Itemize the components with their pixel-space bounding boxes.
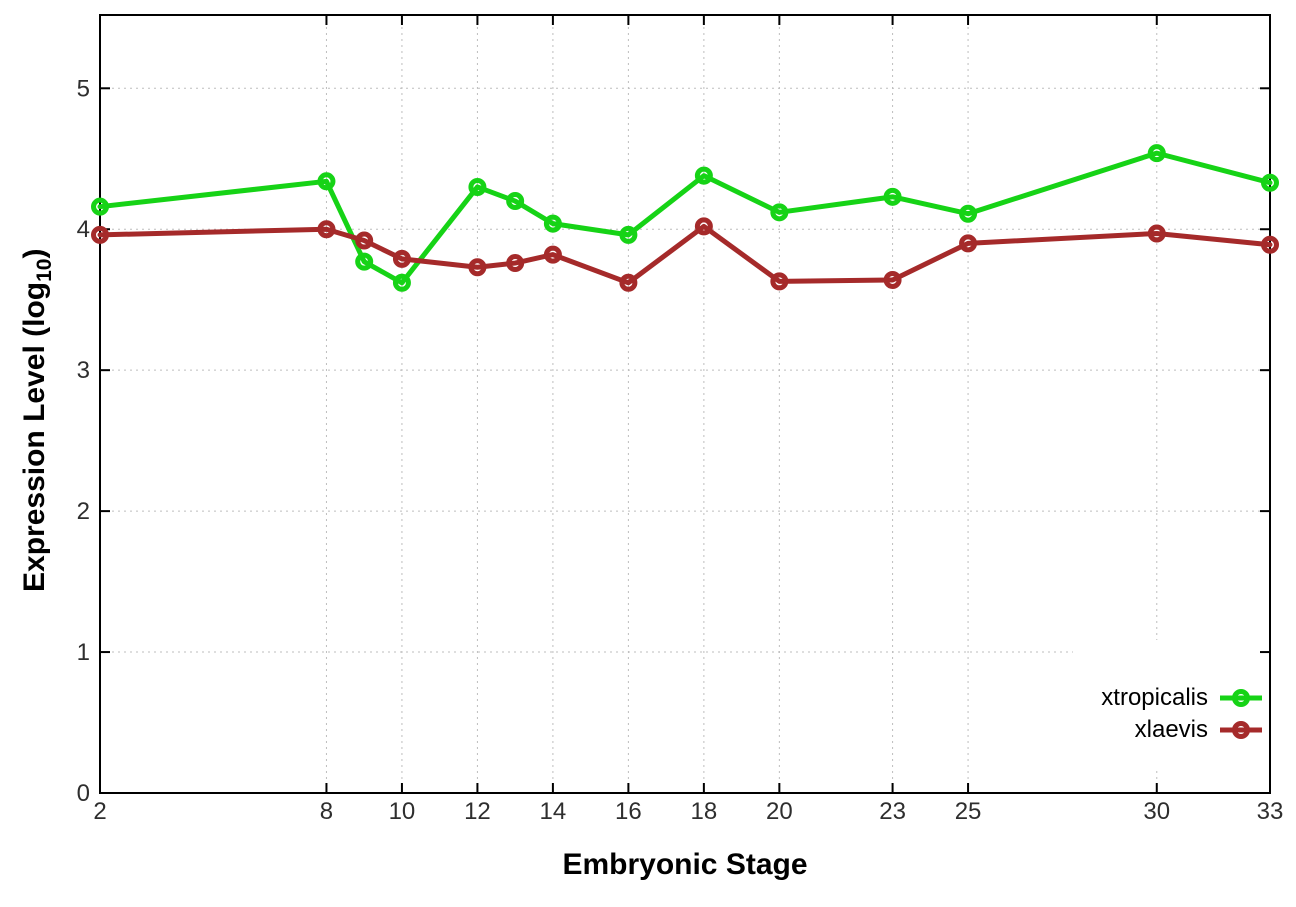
- x-axis-title: Embryonic Stage: [562, 848, 808, 881]
- legend-label-xtropicalis: xtropicalis: [1101, 684, 1208, 711]
- data-point-xtropicalis: [468, 177, 487, 196]
- data-point-xtropicalis: [1261, 173, 1279, 192]
- data-point-xlaevis: [619, 273, 638, 292]
- x-tick-label: 23: [879, 798, 906, 825]
- data-point-xlaevis: [1261, 235, 1279, 254]
- data-point-xtropicalis: [91, 197, 109, 216]
- x-tick-label: 16: [615, 798, 642, 825]
- legend-entry-xtropicalis: xtropicalis: [1101, 682, 1264, 714]
- data-point-xtropicalis: [619, 225, 638, 244]
- legend-entry-xlaevis: xlaevis: [1135, 714, 1264, 746]
- series-line-xtropicalis: [97, 150, 1273, 286]
- data-point-xtropicalis: [883, 187, 902, 206]
- y-axis-title: Expression Level (log10): [18, 249, 57, 592]
- data-point-xlaevis: [694, 217, 713, 236]
- data-point-xtropicalis: [355, 252, 374, 271]
- y-tick-label: 0: [77, 780, 90, 807]
- x-tick-label: 8: [320, 798, 333, 825]
- data-point-xlaevis: [91, 225, 109, 244]
- data-point-xtropicalis: [392, 273, 411, 292]
- data-point-xlaevis: [883, 270, 902, 289]
- x-tick-label: 12: [464, 798, 491, 825]
- data-point-xlaevis: [1147, 224, 1166, 243]
- y-tick-label: 2: [77, 498, 90, 525]
- data-point-xlaevis: [770, 272, 789, 291]
- y-axis-title-suffix: ): [18, 248, 51, 259]
- data-point-xtropicalis: [543, 214, 562, 233]
- data-point-xlaevis: [543, 245, 562, 264]
- data-point-xlaevis: [355, 231, 374, 250]
- data-point-xtropicalis: [1147, 144, 1166, 163]
- y-tick-label: 4: [77, 216, 90, 243]
- data-point-xlaevis: [468, 258, 487, 277]
- data-point-xlaevis: [317, 220, 336, 239]
- x-tick-label: 18: [691, 798, 718, 825]
- y-tick-label: 5: [77, 75, 90, 102]
- x-tick-label: 25: [955, 798, 982, 825]
- legend-marker-xlaevis-icon: [1220, 721, 1262, 739]
- data-point-xtropicalis: [317, 172, 336, 191]
- data-point-xlaevis: [959, 234, 978, 253]
- y-tick-label: 3: [77, 357, 90, 384]
- plot-border: [99, 14, 1271, 794]
- data-point-xlaevis: [392, 249, 411, 268]
- data-point-xtropicalis: [959, 204, 978, 223]
- data-point-xlaevis: [506, 254, 525, 273]
- y-axis-title-text: Expression Level (log: [18, 281, 51, 592]
- legend-marker-xtropicalis-icon: [1220, 689, 1262, 707]
- series-line-xlaevis: [97, 223, 1273, 286]
- x-tick-label: 20: [766, 798, 793, 825]
- x-tick-label: 10: [389, 798, 416, 825]
- y-tick-label: 1: [77, 639, 90, 666]
- y-axis-title-subscript: 10: [33, 258, 56, 282]
- x-tick-label: 14: [540, 798, 567, 825]
- data-point-xtropicalis: [506, 192, 525, 211]
- x-tick-label: 33: [1257, 798, 1284, 825]
- x-tick-label: 30: [1143, 798, 1170, 825]
- data-point-xtropicalis: [694, 166, 713, 185]
- x-tick-label: 2: [93, 798, 106, 825]
- legend: xtropicalis xlaevis: [1101, 682, 1264, 746]
- data-point-xtropicalis: [770, 203, 789, 222]
- legend-label-xlaevis: xlaevis: [1134, 716, 1208, 743]
